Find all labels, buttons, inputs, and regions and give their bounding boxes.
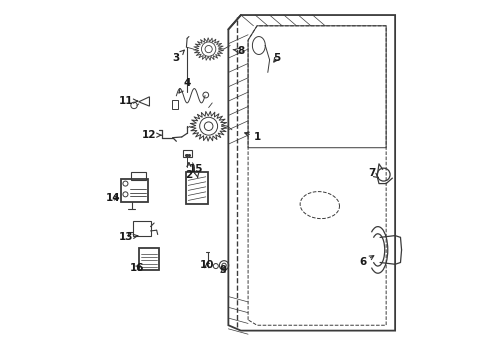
Text: 5: 5 xyxy=(273,53,280,63)
Text: 13: 13 xyxy=(119,232,138,242)
Text: 4: 4 xyxy=(179,78,190,93)
Text: 2: 2 xyxy=(185,162,192,180)
Text: 11: 11 xyxy=(119,96,138,106)
Text: 1: 1 xyxy=(244,132,260,142)
Text: 7: 7 xyxy=(367,168,378,178)
Text: 12: 12 xyxy=(142,130,161,140)
Text: 10: 10 xyxy=(199,260,214,270)
Text: 14: 14 xyxy=(106,193,121,203)
Text: 3: 3 xyxy=(172,50,184,63)
Text: 16: 16 xyxy=(129,263,144,273)
Text: 9: 9 xyxy=(219,265,226,275)
Text: 6: 6 xyxy=(359,256,373,267)
Text: 8: 8 xyxy=(233,46,244,56)
Text: 15: 15 xyxy=(188,164,203,177)
